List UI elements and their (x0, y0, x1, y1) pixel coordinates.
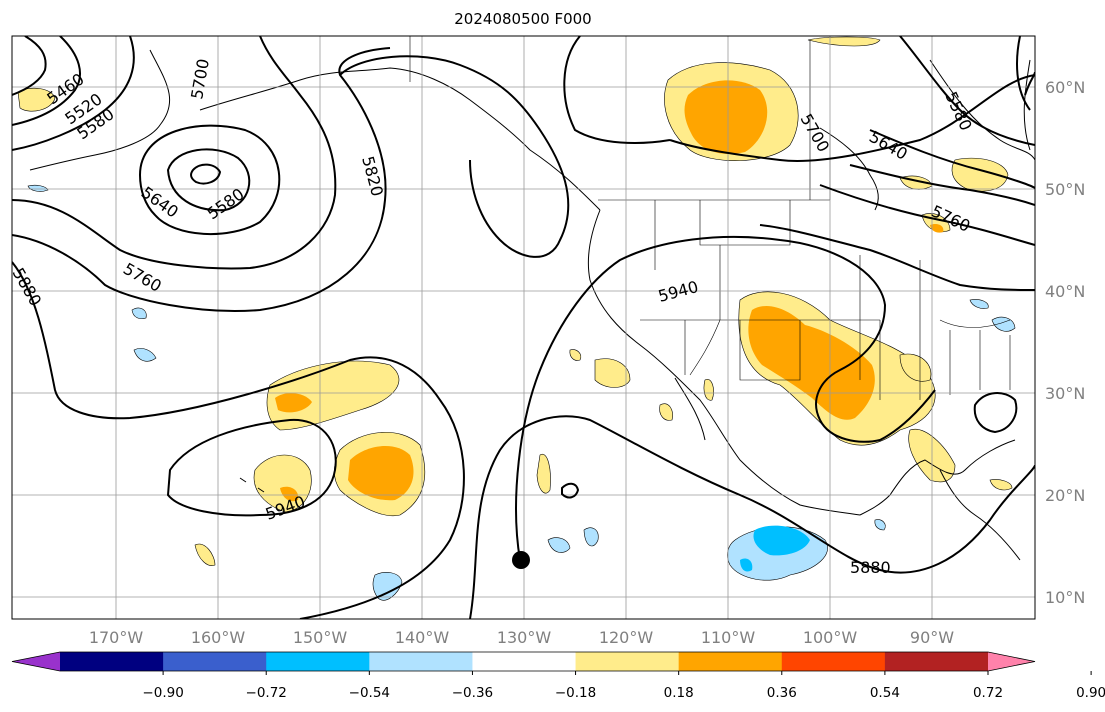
longitude-labels: 170°W 160°W 150°W 140°W 130°W 120°W 110°… (89, 628, 954, 647)
colorbar-segment (163, 652, 267, 671)
contour-label: 5880 (850, 558, 891, 577)
lon-label: 110°W (701, 628, 756, 647)
colorbar-segment (678, 652, 783, 671)
colorbar-segment (781, 652, 886, 671)
colorbar-extend-min (12, 652, 60, 671)
colorbar-tick-label: −0.72 (246, 685, 287, 701)
latitude-labels: 60°N 50°N 40°N 30°N 20°N 10°N (1045, 78, 1085, 607)
colorbar-tick-label: −0.18 (555, 685, 596, 701)
lon-label: 100°W (803, 628, 858, 647)
negative-anomaly-mid (740, 525, 810, 572)
colorbar-outline (11, 651, 1036, 672)
gridlines (12, 36, 1035, 619)
colorbar-segment (884, 652, 989, 671)
lon-label: 90°W (910, 628, 954, 647)
map-plot-area: 5460 5520 5580 5700 5640 5580 5820 5760 … (12, 36, 1035, 619)
colorbar-tick-label: −0.54 (349, 685, 390, 701)
colorbar-tick-label: 0.36 (767, 685, 797, 701)
colorbar (11, 651, 1036, 672)
lat-label: 40°N (1045, 282, 1085, 301)
lon-label: 120°W (599, 628, 654, 647)
lon-label: 150°W (293, 628, 348, 647)
storm-center-marker (512, 551, 530, 569)
colorbar-tick-label: 0.18 (664, 685, 694, 701)
height-contours (12, 36, 1035, 619)
colorbar-segment (369, 652, 473, 671)
lon-label: 170°W (89, 628, 144, 647)
colorbar-tick-label: −0.36 (452, 685, 493, 701)
political-borders (409, 36, 1011, 400)
coastlines (29, 49, 1035, 561)
lon-label: 130°W (497, 628, 552, 647)
lat-label: 60°N (1045, 78, 1085, 97)
colorbar-tick-label: 0.90 (1076, 685, 1105, 701)
lat-label: 20°N (1045, 486, 1085, 505)
colorbar-segment (266, 652, 370, 671)
colorbar-segment (472, 652, 577, 671)
colorbar-extend-max (988, 652, 1035, 671)
lat-label: 50°N (1045, 180, 1085, 199)
colorbar-tick-label: 0.72 (973, 685, 1003, 701)
lon-label: 160°W (191, 628, 246, 647)
colorbar-segment (60, 652, 164, 671)
lat-label: 10°N (1045, 588, 1085, 607)
positive-anomaly-mid (275, 80, 944, 502)
lon-label: 140°W (395, 628, 450, 647)
map-frame (11, 35, 1036, 620)
colorbar-segment (575, 652, 680, 671)
map-title: 2024080500 F000 (454, 10, 592, 28)
colorbar-tick-labels: −0.90 −0.72 −0.54 −0.36 −0.18 0.18 0.36 0.54 0.7… (142, 671, 1105, 701)
colorbar-tick-label: 0.54 (870, 685, 900, 701)
colorbar-tick-label: −0.90 (142, 685, 183, 701)
lat-label: 30°N (1045, 384, 1085, 403)
